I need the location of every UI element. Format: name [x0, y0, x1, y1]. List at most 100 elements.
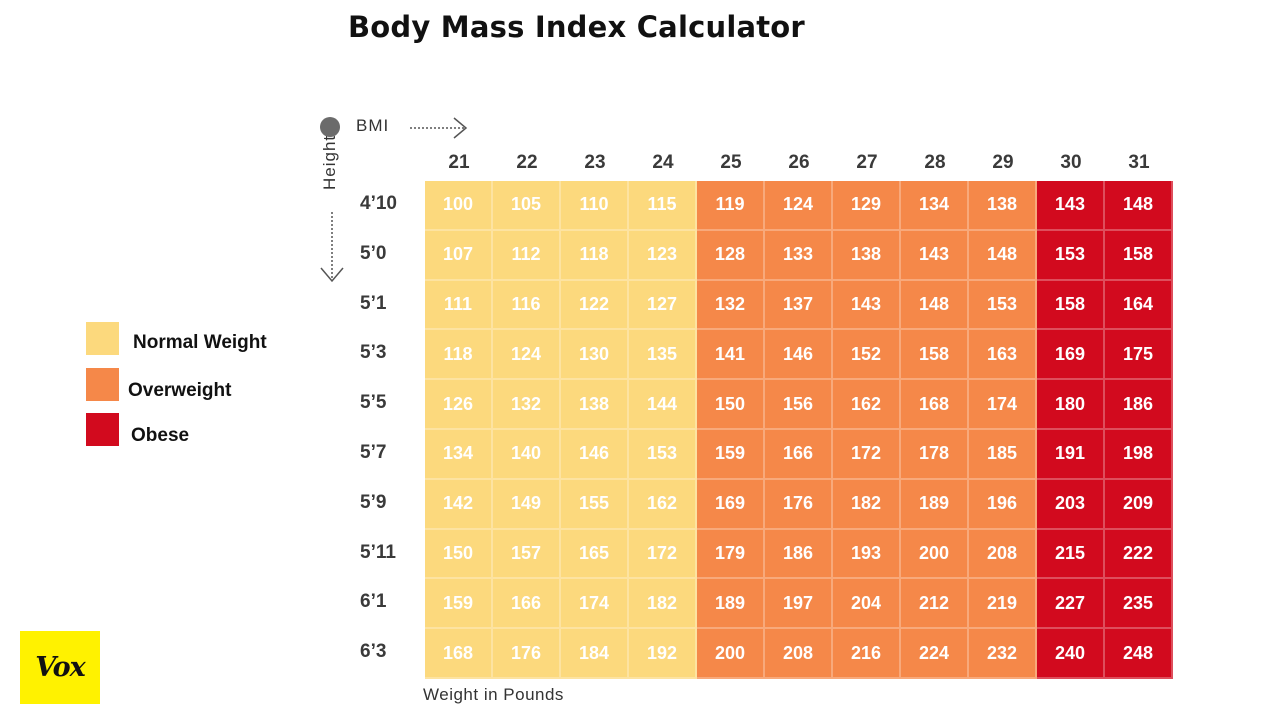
table-cell: 150: [425, 529, 493, 580]
table-cell: 100: [425, 181, 493, 231]
table-cell: 240: [1037, 629, 1105, 679]
arrow-right-icon: [410, 117, 468, 139]
legend-item-obese: Obese: [86, 413, 326, 447]
table-cell: 176: [765, 479, 833, 530]
table-cell: 126: [425, 380, 493, 430]
table-cell: 189: [901, 479, 969, 530]
table-cell: 158: [901, 330, 969, 381]
table-cell: 150: [697, 380, 765, 430]
table-cell: 193: [833, 529, 901, 580]
table-cell: 186: [1105, 380, 1173, 430]
table-cell: 178: [901, 430, 969, 480]
table-cell: 123: [629, 230, 697, 281]
table-cell: 169: [697, 479, 765, 530]
table-cell: 155: [561, 479, 629, 530]
table-cell: 146: [561, 430, 629, 480]
table-cell: 227: [1037, 579, 1105, 630]
table-cell: 124: [493, 330, 561, 381]
table-cell: 224: [901, 629, 969, 679]
bmi-column-header: 29: [992, 152, 1014, 173]
table-cell: 203: [1037, 479, 1105, 530]
height-row-header: 5’0: [360, 242, 387, 264]
table-cell: 118: [561, 230, 629, 281]
bmi-column-header: 26: [788, 152, 810, 173]
bmi-axis-label: BMI: [356, 116, 390, 135]
table-cell: 118: [425, 330, 493, 381]
table-cell: 143: [901, 230, 969, 281]
bmi-column-header: 21: [448, 152, 470, 173]
table-cell: 137: [765, 280, 833, 331]
legend-label-obese: Obese: [131, 425, 190, 446]
bmi-dot-icon: [320, 117, 340, 137]
table-cell: 197: [765, 579, 833, 630]
table-cell: 116: [493, 280, 561, 331]
legend-swatch-overweight: [86, 368, 119, 401]
height-row-header: 5’7: [360, 442, 387, 463]
bmi-column-header: 30: [1060, 152, 1082, 173]
table-cell: 124: [765, 181, 833, 231]
bmi-column-header: 28: [924, 152, 946, 173]
legend-swatch-normal: [86, 322, 119, 355]
table-cell: 168: [425, 629, 493, 679]
table-cell: 248: [1105, 629, 1173, 679]
table-cell: 140: [493, 430, 561, 480]
table-cell: 144: [629, 380, 697, 430]
table-cell: 127: [629, 280, 697, 331]
table-cell: 204: [833, 579, 901, 630]
height-row-header: 6’3: [360, 641, 387, 663]
legend-swatch-obese: [86, 413, 119, 446]
table-cell: 110: [561, 181, 629, 231]
table-cell: 112: [493, 230, 561, 281]
table-cell: 134: [901, 181, 969, 231]
table-cell: 111: [425, 280, 493, 331]
table-cell: 115: [629, 181, 697, 231]
table-cell: 189: [697, 579, 765, 630]
legend-item-overweight: Overweight: [86, 368, 326, 402]
table-cell: 180: [1037, 380, 1105, 430]
table-cell: 152: [833, 330, 901, 381]
table-cell: 129: [833, 181, 901, 231]
table-cell: 122: [561, 280, 629, 331]
x-axis-label: Weight in Pounds: [423, 685, 564, 704]
bmi-column-header: 22: [516, 152, 538, 173]
height-row-header: 5’1: [360, 292, 387, 314]
table-cell: 162: [629, 479, 697, 530]
table-cell: 186: [765, 529, 833, 580]
table-cell: 222: [1105, 529, 1173, 580]
bmi-column-header: 24: [652, 152, 674, 173]
vox-logo: Vox: [20, 631, 100, 704]
table-cell: 158: [1037, 280, 1105, 331]
bmi-column-header: 31: [1128, 152, 1150, 173]
table-cell: 149: [493, 479, 561, 530]
table-cell: 107: [425, 230, 493, 281]
table-cell: 196: [969, 479, 1037, 530]
table-cell: 169: [1037, 330, 1105, 381]
table-cell: 168: [901, 380, 969, 430]
table-cell: 146: [765, 330, 833, 381]
height-row-header: 6’1: [360, 591, 387, 613]
table-cell: 132: [697, 280, 765, 331]
table-cell: 128: [697, 230, 765, 281]
table-cell: 208: [969, 529, 1037, 580]
table-cell: 185: [969, 430, 1037, 480]
table-cell: 191: [1037, 430, 1105, 480]
table-cell: 174: [969, 380, 1037, 430]
table-cell: 132: [493, 380, 561, 430]
table-cell: 184: [561, 629, 629, 679]
table-cell: 138: [833, 230, 901, 281]
table-cell: 135: [629, 330, 697, 381]
table-cell: 153: [969, 280, 1037, 331]
table-cell: 232: [969, 629, 1037, 679]
table-cell: 133: [765, 230, 833, 281]
height-row-header: 5’5: [360, 392, 387, 414]
table-cell: 209: [1105, 479, 1173, 530]
table-cell: 172: [629, 529, 697, 580]
table-cell: 172: [833, 430, 901, 480]
table-cell: 198: [1105, 430, 1173, 480]
table-cell: 200: [697, 629, 765, 679]
table-cell: 174: [561, 579, 629, 630]
bmi-axis-indicator: BMI: [320, 114, 480, 140]
legend-item-normal: Normal Weight: [86, 322, 326, 356]
table-cell: 208: [765, 629, 833, 679]
table-cell: 141: [697, 330, 765, 381]
